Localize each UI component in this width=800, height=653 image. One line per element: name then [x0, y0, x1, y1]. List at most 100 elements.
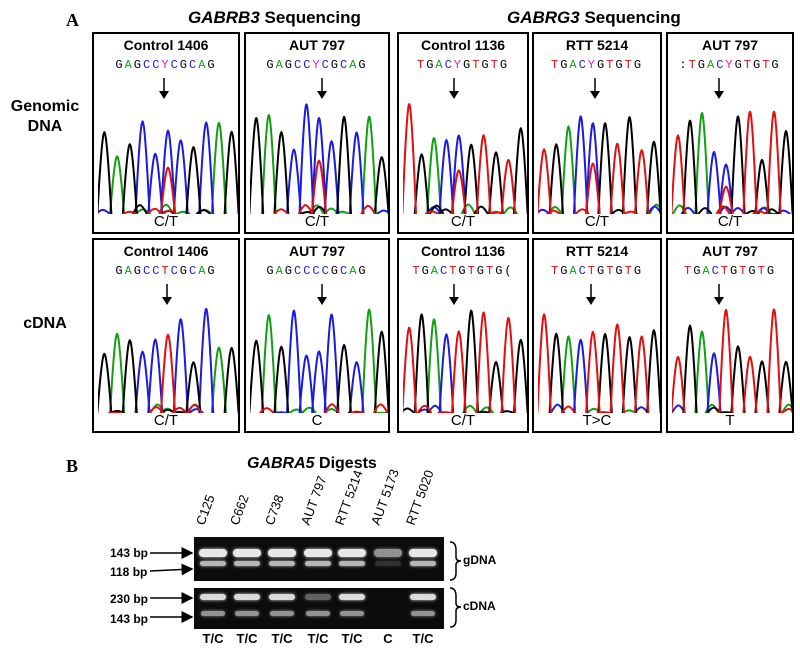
genotype-call: C/T [153, 412, 179, 429]
trace-peak-C [147, 338, 164, 413]
trace-peak-T [718, 185, 734, 214]
sample-title: RTT 5214 [565, 243, 629, 259]
trace-peak-T [437, 411, 452, 413]
lane-label: C662 [226, 492, 252, 527]
genotype-call: C/T [153, 213, 179, 230]
trace-peak-C [450, 134, 467, 214]
cdna-label: cDNA [463, 599, 496, 613]
gabrb3-gene: GABRB3 [188, 8, 260, 27]
trace-peak-T [609, 142, 626, 214]
trace-peak-T [585, 162, 601, 214]
trace-peak-G [730, 345, 746, 413]
panel-b-letter: B [66, 456, 79, 476]
trace-peak-T [560, 405, 576, 413]
trace-peak-T [500, 316, 517, 413]
trace-peak-G [336, 115, 352, 214]
trace-peak-G [438, 208, 454, 214]
sample-title: AUT 797 [288, 37, 346, 53]
trace-peak-C [323, 313, 340, 413]
trace-peak-T [349, 410, 365, 413]
trace-peak-T [781, 407, 792, 413]
trace-peak-C [348, 131, 365, 214]
gel-band [233, 549, 261, 557]
sample-title: AUT 797 [288, 243, 346, 259]
trace-peak-A [210, 121, 227, 214]
trace-peak-G [336, 343, 352, 413]
genomic-chromatogram-4: RTT 5214 TGACYGTGTG C/T [532, 32, 662, 234]
trace-peak-G [273, 345, 290, 413]
lane-label: AUT 5173 [367, 467, 402, 527]
trace-peaks [538, 115, 660, 214]
trace-peak-G [413, 153, 430, 214]
trace-peak-A [361, 308, 378, 413]
mutation-arrow [714, 78, 724, 99]
trace-peak-G [778, 360, 792, 413]
trace-peak-T [160, 333, 176, 413]
trace-peak-T [585, 330, 601, 413]
genotype-call: C/T [304, 213, 330, 230]
trace-peak-G [373, 330, 388, 413]
trace-peak-G [463, 309, 480, 413]
mutation-arrow [586, 284, 596, 305]
trace-peak-G [488, 360, 504, 413]
trace-peaks [98, 120, 238, 214]
trace-peak-A [560, 335, 577, 413]
gel-band [375, 561, 401, 566]
trace-peak-T [259, 407, 275, 413]
row-label-genomic: Genomic DNA [0, 97, 90, 137]
trace-peak-A [426, 318, 442, 413]
base-sequence: :TGACYGTGTG [679, 58, 781, 72]
trace-peak-G [548, 332, 565, 413]
mutation-arrow [590, 78, 600, 99]
trace-peak-C [160, 129, 176, 214]
cdna-chromatogram-2: AUT 797 GAGCCCCGCAG C [244, 238, 390, 433]
gel-band [339, 594, 365, 600]
trace-peak-G [548, 143, 565, 214]
gdna-lower-label: 118 bp [110, 565, 148, 579]
trace-peaks [672, 110, 792, 214]
gdna-upper-label: 143 bp [110, 546, 149, 560]
trace-peak-T [403, 326, 418, 413]
trace-peak-C [730, 206, 746, 214]
gabrg3-title-rest: Sequencing [584, 8, 681, 27]
trace-peaks [250, 103, 388, 214]
gel-band [199, 549, 227, 557]
trace-peak-G [778, 129, 792, 214]
sample-title: RTT 5214 [565, 37, 629, 53]
trace-peak-C [147, 152, 164, 214]
gel-band [270, 611, 294, 616]
cdna-chromatogram-1: Control 1406 GAGCCTCGCAG C/T [92, 238, 240, 433]
base-sequence: GAGCCYCGCAG [266, 58, 368, 72]
trace-peak-T [633, 149, 650, 214]
trace-peak-G [597, 332, 613, 413]
gel-band [411, 611, 435, 616]
trace-peak-G [160, 408, 176, 413]
cdna-brace [449, 587, 462, 628]
gel-band [201, 611, 225, 616]
gel-band [374, 549, 402, 557]
gabrg3-gene: GABRG3 [507, 8, 580, 27]
trace-peak-G [488, 151, 504, 214]
sample-title: AUT 797 [701, 37, 759, 53]
trace-peak-A [560, 125, 577, 214]
trace-peak-C [134, 120, 151, 214]
trace-peak-C [376, 209, 388, 214]
gel-band [234, 561, 260, 566]
gel-band [410, 594, 436, 600]
trace-peak-A [323, 207, 339, 214]
trace-peak-C [438, 333, 455, 413]
trace-peak-T [403, 103, 418, 214]
trace-peak-G [185, 361, 202, 413]
gel-band [234, 594, 260, 600]
trace-peak-T [122, 210, 138, 214]
trace-peak-T [186, 403, 203, 413]
row-label-genomic-line2: DNA [27, 118, 63, 135]
trace-peak-T [766, 308, 782, 413]
genomic-chromatogram-3: Control 1136 TGACYGTGTG C/T [397, 32, 529, 234]
trace-peaks [250, 308, 388, 413]
genotype-call: C/T [717, 213, 743, 230]
gel-band [200, 594, 226, 600]
trace-peak-G [121, 339, 138, 413]
trace-peak-T [538, 148, 552, 214]
mutation-arrow [449, 284, 459, 305]
